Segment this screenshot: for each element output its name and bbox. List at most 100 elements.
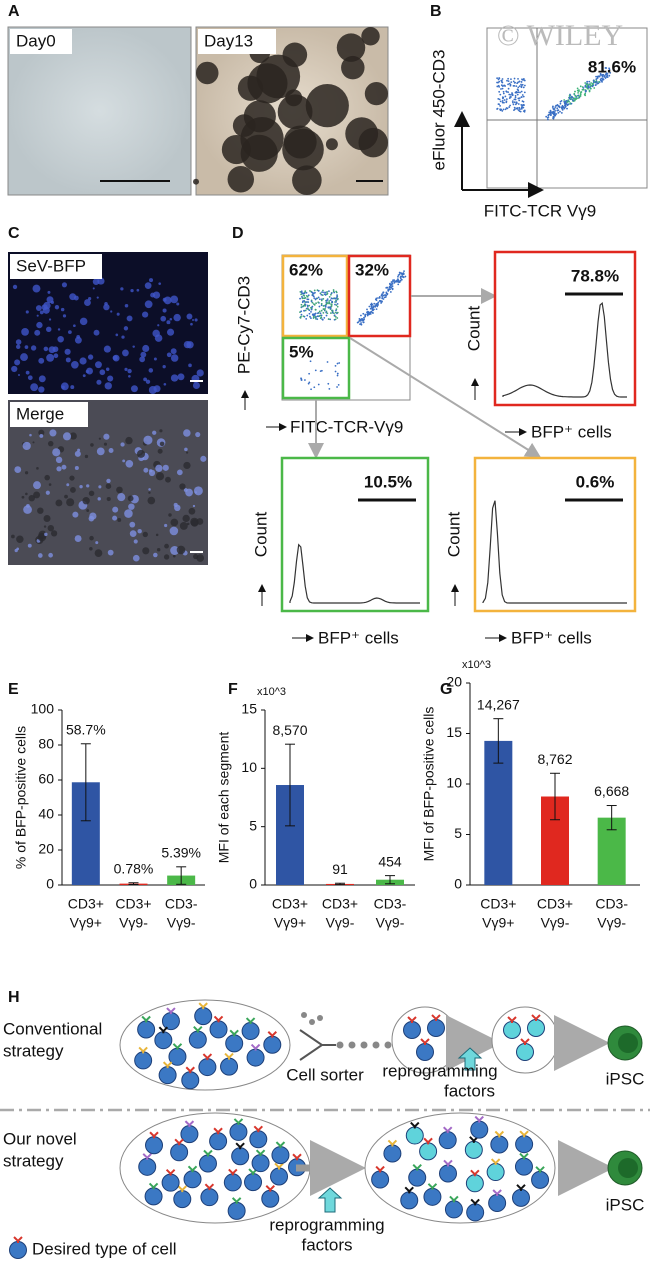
dot bbox=[502, 108, 505, 111]
receptor bbox=[404, 1186, 414, 1194]
dot bbox=[517, 86, 520, 89]
speckle bbox=[169, 526, 179, 536]
dot bbox=[547, 118, 549, 121]
dot bbox=[330, 305, 333, 308]
speckle bbox=[38, 357, 45, 364]
dot bbox=[521, 94, 524, 96]
sorter-dot bbox=[372, 1041, 380, 1049]
dot bbox=[609, 71, 612, 74]
dot bbox=[588, 83, 591, 86]
dot bbox=[300, 303, 303, 306]
dot bbox=[331, 301, 334, 304]
ipsc-label: iPSC bbox=[606, 1195, 645, 1214]
dot bbox=[309, 315, 311, 318]
dot bbox=[329, 293, 332, 296]
dot bbox=[330, 297, 333, 300]
speckle bbox=[122, 349, 129, 357]
dot bbox=[363, 316, 365, 319]
dot bbox=[304, 379, 306, 381]
dot bbox=[512, 103, 515, 106]
dot bbox=[334, 318, 337, 321]
dot bbox=[392, 280, 394, 283]
dot bbox=[319, 317, 322, 320]
dot bbox=[300, 310, 303, 313]
cell bbox=[137, 1020, 156, 1039]
dot bbox=[397, 274, 400, 277]
dot bbox=[505, 98, 508, 101]
receptor bbox=[274, 1162, 284, 1170]
sorter-dot bbox=[384, 1041, 392, 1049]
dot bbox=[337, 384, 340, 386]
speckle bbox=[177, 373, 185, 381]
panel-label: F bbox=[228, 681, 238, 698]
speckle bbox=[168, 513, 172, 517]
dot bbox=[556, 104, 559, 106]
dot bbox=[328, 295, 331, 298]
speckle bbox=[162, 464, 169, 471]
sorter-dot bbox=[301, 1012, 307, 1018]
dot bbox=[595, 75, 598, 78]
speckle bbox=[11, 534, 15, 539]
dot bbox=[507, 80, 510, 83]
image-day0 bbox=[7, 26, 192, 196]
dot bbox=[567, 99, 570, 102]
speckle bbox=[126, 315, 133, 322]
cell bbox=[490, 1135, 509, 1154]
dot bbox=[329, 299, 332, 301]
dot bbox=[324, 305, 327, 307]
hist-percent: 10.5% bbox=[364, 472, 412, 491]
speckle bbox=[55, 499, 63, 507]
dot bbox=[497, 78, 500, 81]
gate-percent: 32% bbox=[355, 260, 389, 279]
cell bbox=[527, 1019, 545, 1037]
speckle bbox=[89, 547, 93, 551]
speckle bbox=[46, 326, 52, 333]
dot bbox=[513, 109, 515, 112]
dot bbox=[579, 95, 582, 97]
colony bbox=[361, 27, 380, 46]
dot bbox=[568, 96, 571, 99]
dot bbox=[381, 295, 384, 298]
panel-label: A bbox=[8, 3, 20, 20]
dot bbox=[307, 308, 310, 311]
watermark: © WILEY bbox=[497, 19, 623, 52]
dot bbox=[304, 309, 307, 312]
receptor bbox=[387, 1139, 398, 1147]
dot bbox=[584, 89, 587, 92]
speckle bbox=[127, 495, 134, 502]
receptor bbox=[224, 1052, 234, 1060]
dot bbox=[522, 86, 525, 89]
dot bbox=[601, 80, 603, 83]
cell bbox=[173, 1190, 192, 1209]
dot bbox=[336, 372, 339, 375]
receptor bbox=[142, 1153, 152, 1160]
receptor bbox=[149, 1131, 159, 1139]
speckle bbox=[159, 441, 165, 447]
dot bbox=[396, 278, 399, 281]
dot bbox=[573, 92, 576, 95]
dot bbox=[559, 102, 562, 105]
speckle bbox=[25, 492, 28, 496]
speckle bbox=[38, 375, 46, 383]
speckle bbox=[148, 488, 151, 491]
cell bbox=[488, 1193, 507, 1212]
y-axis-label: % of BFP-positive cells bbox=[13, 726, 29, 869]
speckle bbox=[186, 522, 190, 526]
sorter-dot bbox=[336, 1041, 344, 1049]
dot bbox=[581, 86, 584, 88]
dot bbox=[510, 93, 512, 96]
speckle bbox=[62, 314, 67, 318]
image-label: Day13 bbox=[204, 31, 253, 50]
dot bbox=[302, 315, 305, 318]
cell bbox=[194, 1007, 213, 1026]
speckle bbox=[179, 521, 188, 530]
speckle bbox=[16, 547, 20, 551]
dot bbox=[310, 317, 312, 319]
receptor bbox=[233, 1118, 244, 1125]
dot bbox=[307, 301, 310, 303]
speckle bbox=[200, 455, 207, 462]
receptor bbox=[490, 1158, 501, 1166]
speckle bbox=[72, 511, 79, 518]
dot bbox=[499, 104, 502, 107]
speckle bbox=[192, 553, 199, 560]
